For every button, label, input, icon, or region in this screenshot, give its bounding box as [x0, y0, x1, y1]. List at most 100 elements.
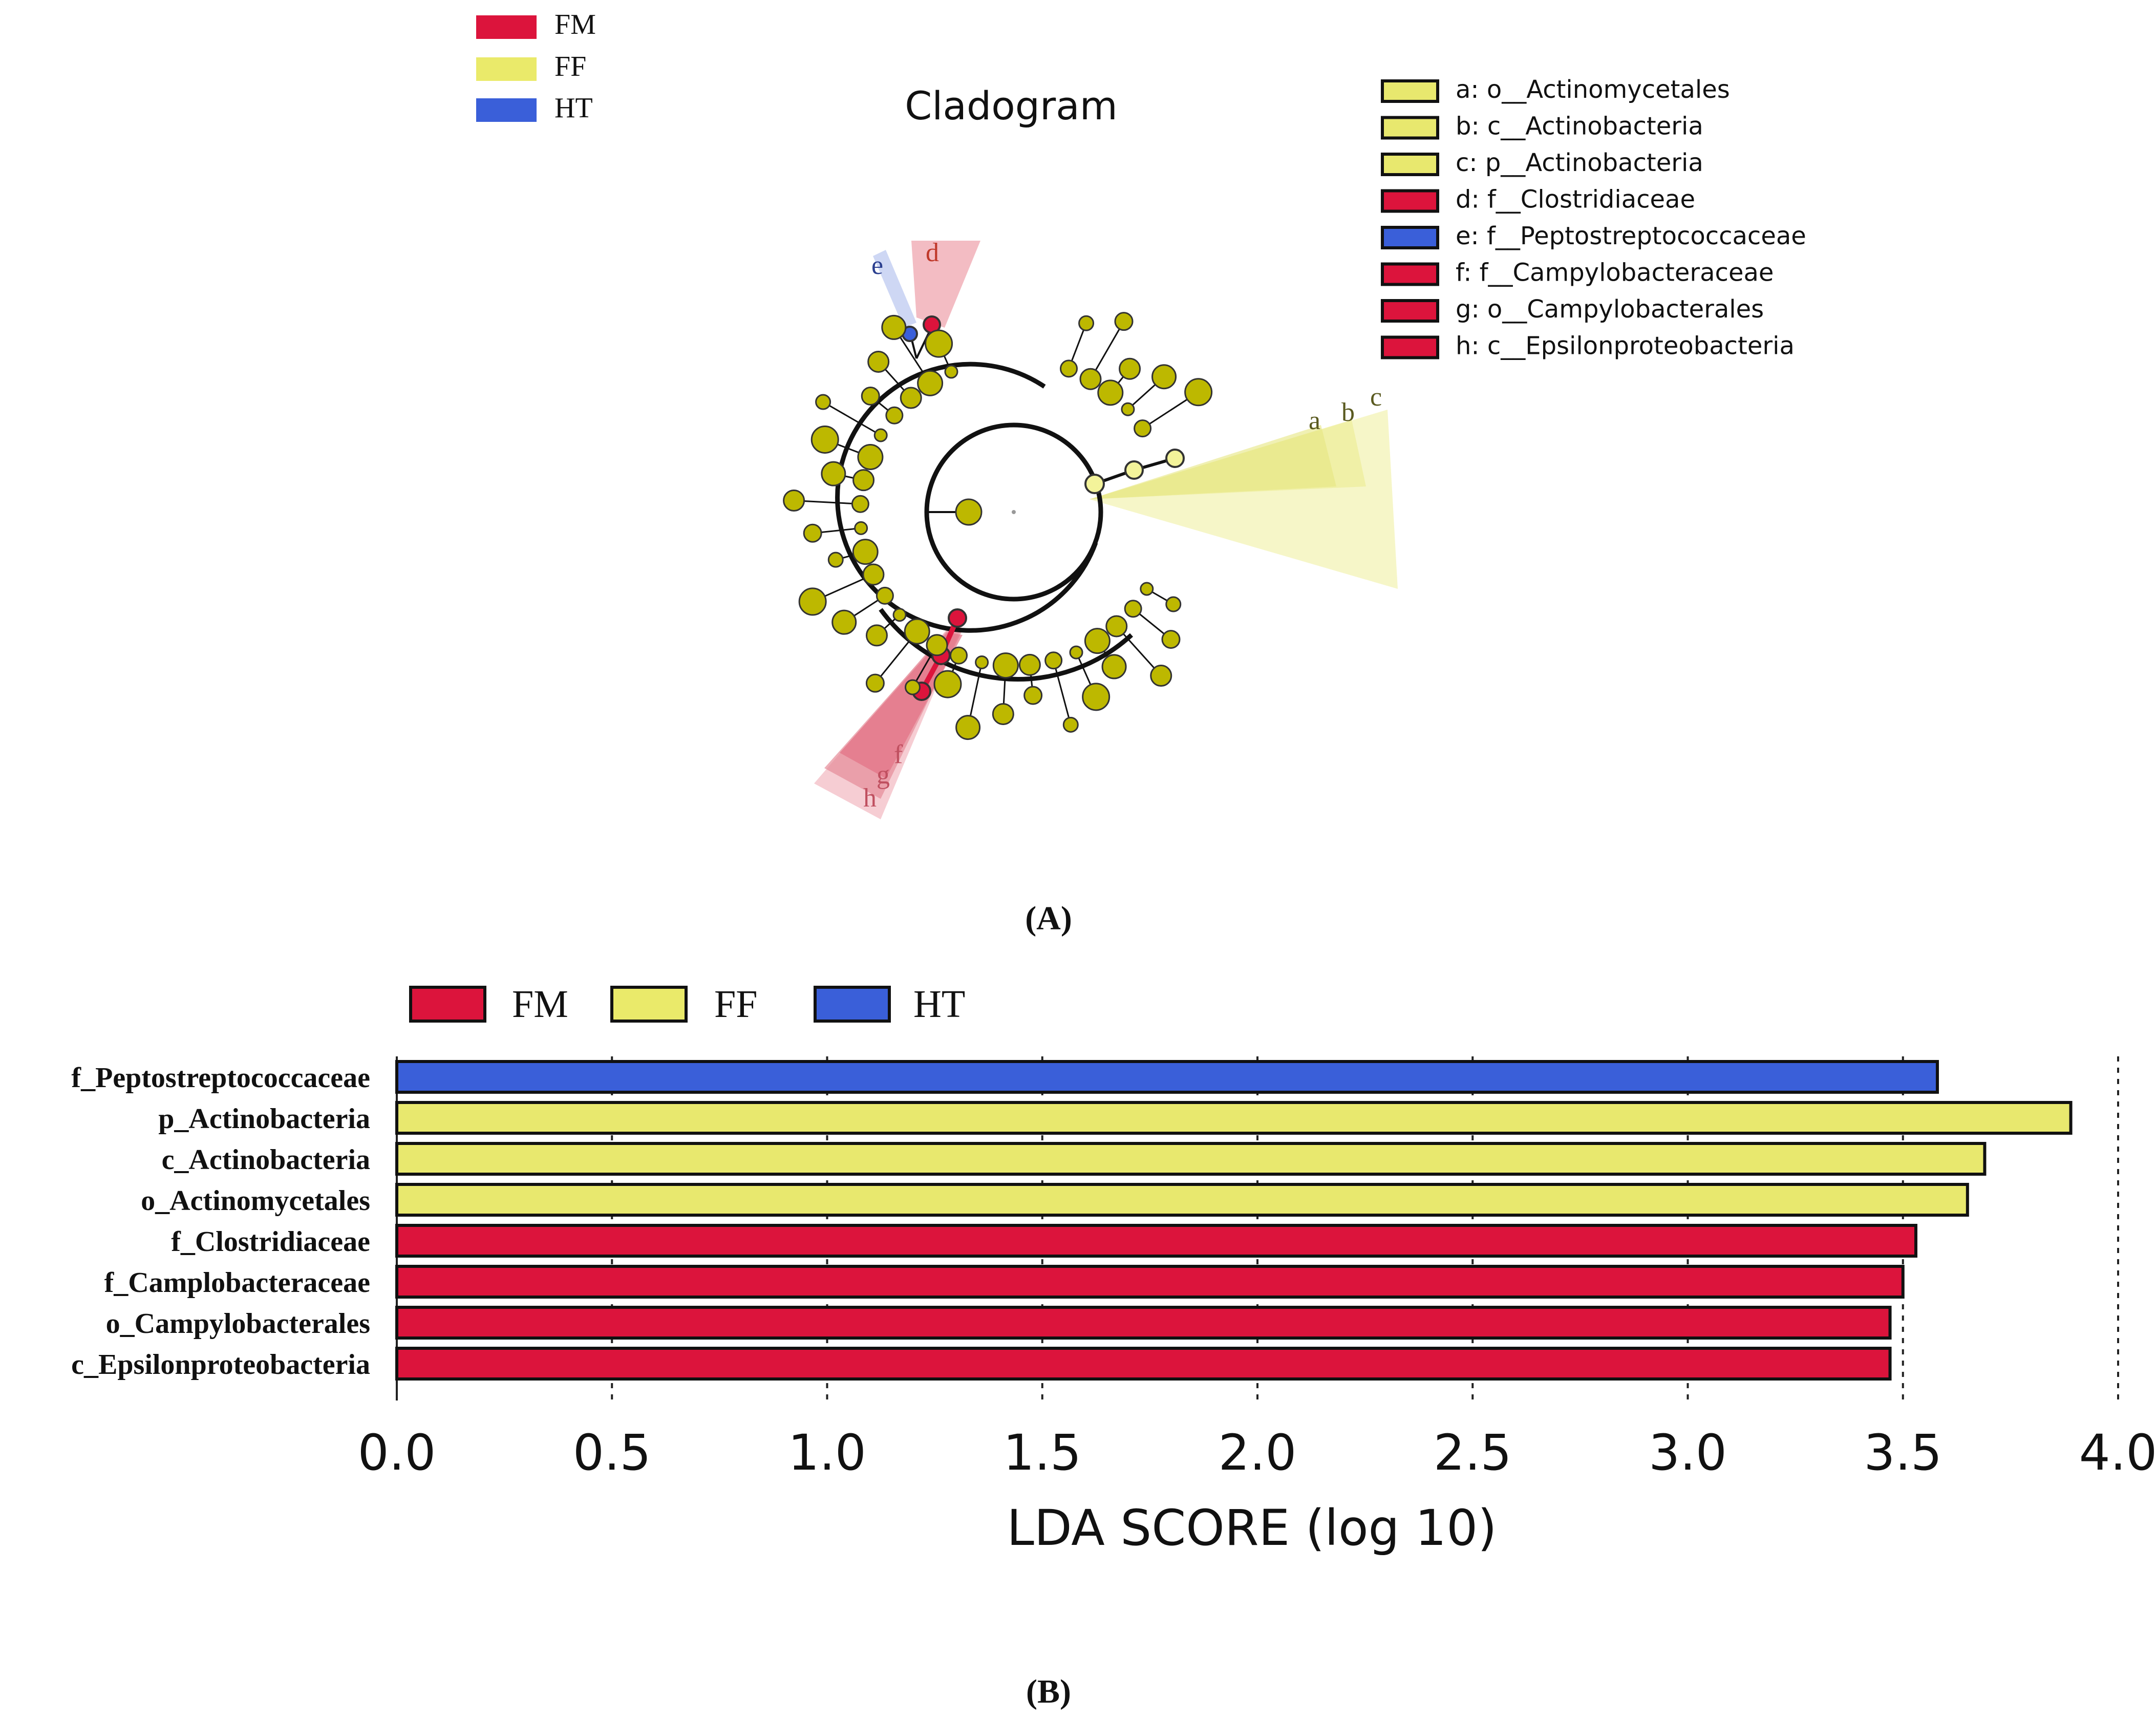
taxa-legend-label-h: h: c__Epsilonproteobacteria: [1456, 332, 1795, 360]
clade-letters: a b c d e f g h: [863, 238, 1382, 813]
leaf-node: [926, 634, 948, 656]
bar-f_Clostridiaceae: [395, 1224, 1917, 1258]
taxa-legend-label-a: a: o__Actinomycetales: [1456, 75, 1730, 104]
x-tick-label: 0.0: [358, 1424, 436, 1481]
taxa-legend-swatch-e: [1381, 226, 1439, 249]
leaf-node: [1140, 582, 1154, 596]
node-b: [1124, 460, 1144, 480]
panel-b-label: (B): [1026, 1673, 1071, 1710]
bar-legend-label-fm: FM: [512, 983, 568, 1026]
leaf-node: [1078, 315, 1095, 331]
leaf-branch: [1090, 321, 1125, 379]
leaf-node: [992, 652, 1019, 679]
taxa-legend-swatch-a: [1381, 79, 1439, 103]
tree-root: [1012, 510, 1016, 514]
tree-node: [955, 498, 983, 526]
x-tick-label: 2.5: [1434, 1424, 1512, 1481]
legend-swatch-ht: [476, 98, 537, 122]
taxa-legend-swatch-d: [1381, 189, 1439, 213]
bar-p_Actinobacteria: [395, 1101, 2073, 1135]
leaf-node: [1069, 645, 1083, 660]
leaf-node: [955, 715, 981, 740]
taxa-legend-swatch-h: [1381, 335, 1439, 359]
chart-category-labels: f_Peptostreptococcaceae p_Actinobacteriac…: [71, 1062, 370, 1381]
panel-b-lda-chart: FM FF HT f_Peptostreptococcaceae p_Actino…: [71, 983, 2156, 1710]
leaf-node: [904, 618, 930, 645]
category-label: o_Campylobacterales: [106, 1308, 370, 1340]
leaf-node: [852, 539, 879, 565]
bar-f_Camplobacteraceae: [395, 1265, 1905, 1299]
panel-a-cladogram: FM FF HT Cladogram a: o__Actinomycetales…: [476, 9, 1806, 937]
category-label: f_Clostridiaceae: [171, 1226, 370, 1258]
x-tick-label: 3.0: [1649, 1424, 1727, 1481]
leaf-node: [1165, 596, 1182, 612]
leaf-branch: [1116, 625, 1162, 676]
leaf-node: [1084, 628, 1111, 654]
clade-sector-a: [1090, 425, 1336, 499]
bar-o_Actinomycetales: [395, 1183, 1969, 1217]
x-tick-label: 3.5: [1864, 1424, 1942, 1481]
category-label: c_Epsilonproteobacteria: [71, 1349, 370, 1381]
leaf-node: [949, 646, 968, 665]
clade-letter-g: g: [877, 760, 890, 790]
leaf-node: [992, 703, 1014, 725]
category-label: p_Actinobacteria: [158, 1103, 370, 1135]
legend-swatch-ff: [476, 57, 537, 81]
leaf-node: [900, 387, 922, 409]
leaf-node: [827, 551, 844, 568]
clade-letter-b: b: [1341, 398, 1355, 427]
taxa-legend-label-c: c: p__Actinobacteria: [1456, 148, 1703, 177]
leaf-node: [933, 670, 962, 698]
cladogram-title: Cladogram: [905, 83, 1118, 129]
taxa-legend-swatch-f: [1381, 262, 1439, 286]
clade-letter-f: f: [894, 740, 903, 769]
leaf-node: [815, 394, 831, 410]
node-h: [948, 608, 967, 628]
leaf-node: [857, 443, 884, 470]
leaf-node: [854, 521, 868, 535]
legend-label-ff: FF: [554, 51, 586, 82]
leaf-node: [1150, 665, 1172, 687]
taxa-legend-label-b: b: c__Actinobacteria: [1456, 112, 1703, 141]
x-tick-label: 1.0: [788, 1424, 866, 1481]
leaf-node: [1114, 312, 1134, 331]
leaf-node: [865, 624, 888, 647]
taxa-legend-swatch-b: [1381, 116, 1439, 140]
x-tick-label: 2.0: [1219, 1424, 1297, 1481]
taxa-legend-label-g: g: o__Campylobacterales: [1456, 295, 1764, 324]
leaf-node: [851, 495, 869, 513]
legend-label-ht: HT: [554, 92, 593, 124]
x-tick-label: 1.5: [1003, 1424, 1081, 1481]
bar-legend-swatch-fm: [409, 986, 486, 1023]
taxa-legend-swatch-g: [1381, 299, 1439, 323]
leaf-node: [944, 365, 958, 379]
leaf-node: [1121, 402, 1135, 416]
leaf-node: [975, 655, 989, 669]
leaf-node: [831, 609, 857, 635]
bar-c_Actinobacteria: [395, 1142, 1987, 1176]
leaf-node: [876, 586, 894, 605]
clade-letter-h: h: [863, 783, 877, 813]
x-tick-label: 4.0: [2079, 1424, 2156, 1481]
leaf-node: [1101, 654, 1127, 680]
bar-c_Epsilonproteobacteria: [395, 1347, 1892, 1381]
leaf-node: [1060, 359, 1078, 378]
leaf-node: [1151, 364, 1177, 390]
x-axis-label: LDA SCORE (log 10): [1007, 1499, 1497, 1557]
clade-sector-e: [873, 250, 916, 328]
leaf-node: [1044, 651, 1063, 670]
bar-legend-swatch-ht: [814, 986, 891, 1023]
leaf-branch: [822, 401, 881, 436]
leaf-node: [861, 386, 880, 406]
leaf-node: [1097, 379, 1124, 406]
leaf-node: [852, 469, 875, 492]
leaf-node: [867, 350, 890, 373]
clade-sector-d: [911, 241, 980, 328]
leaf-node: [873, 428, 888, 442]
chart-bars: [395, 1060, 2073, 1381]
node-a: [1165, 449, 1185, 468]
leaf-node: [885, 406, 904, 425]
category-label: o_Actinomycetales: [141, 1185, 370, 1217]
bar-legend-swatch-ff: [610, 986, 688, 1023]
leaf-node: [1119, 357, 1141, 380]
